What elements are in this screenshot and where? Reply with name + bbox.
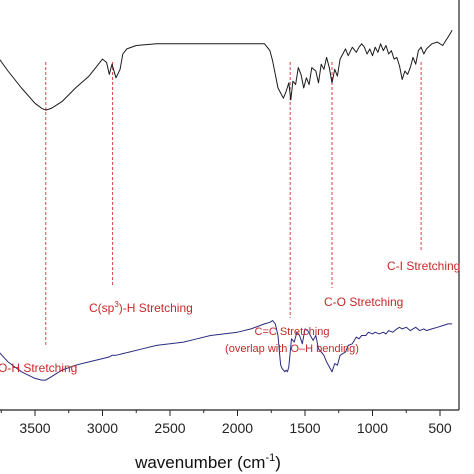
annotation-ch-suffix: )-H Stretching [119, 301, 193, 315]
x-tick-label-3500: 3500 [19, 420, 50, 436]
annotation-ch-prefix: C(sp [89, 301, 115, 315]
series-group [0, 29, 453, 381]
x-tick-label-3000: 3000 [87, 420, 118, 436]
annotation-cc-overlap: (overlap with O–H bending) [225, 343, 359, 355]
series-line-top [0, 29, 453, 111]
series-line-bottom [0, 320, 453, 381]
x-axis-title-main: wavenumber (cm [134, 453, 265, 472]
annotation-ch-stretching: C(sp3)-H Stretching [89, 300, 193, 315]
x-tick-label-1500: 1500 [289, 420, 320, 436]
x-tick-label-500: 500 [428, 420, 452, 436]
annotation-oh-stretching: O-H Stretching [0, 361, 77, 375]
x-tick-label-2500: 2500 [154, 420, 185, 436]
x-ticks-group: 3500 3000 2500 2000 1500 1000 500 [0, 410, 452, 436]
annotation-cc-stretching: C=C Stretching [255, 326, 330, 338]
marker-lines-group [45, 62, 422, 345]
x-tick-label-1000: 1000 [357, 420, 388, 436]
x-tick-label-2000: 2000 [222, 420, 253, 436]
x-axis-title-sup: -1 [265, 452, 275, 464]
annotation-ch-sup: 3 [114, 300, 119, 309]
x-axis-title-end: ) [275, 453, 281, 472]
annotation-co-stretching: C-O Stretching [324, 295, 403, 309]
x-axis-title: wavenumber (cm-1) [134, 452, 281, 472]
annotation-ci-stretching: C-I Stretching [387, 259, 460, 273]
